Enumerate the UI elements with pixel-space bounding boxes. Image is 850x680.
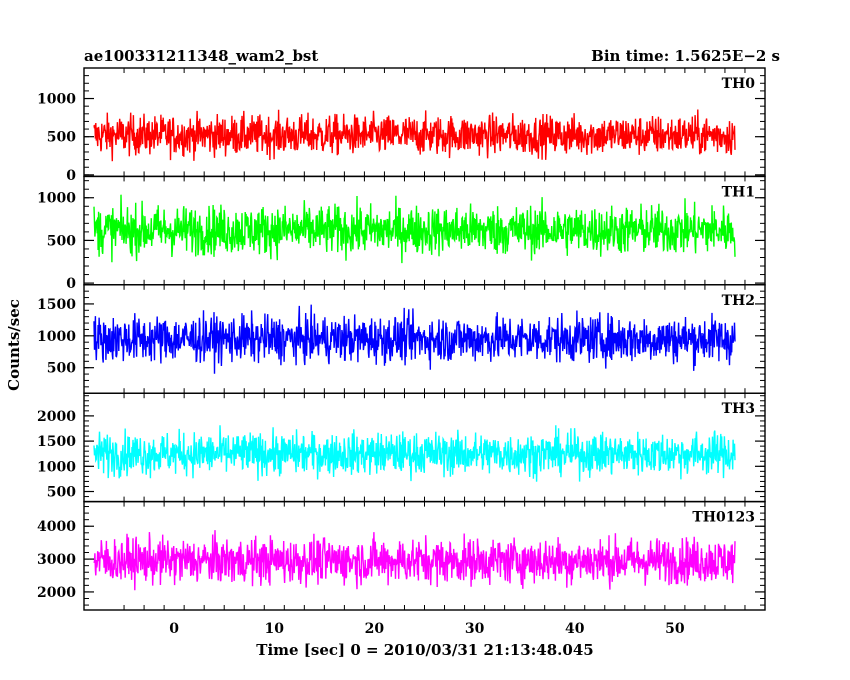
x-tick-label: 20 — [365, 621, 385, 637]
panel-label-th0123: TH0123 — [692, 510, 755, 526]
panel-label-th1: TH1 — [722, 184, 755, 200]
x-tick-label: 30 — [465, 621, 485, 637]
y-tick-label: 0 — [66, 168, 76, 184]
y-tick-label: 1000 — [37, 191, 76, 207]
x-axis: 0 10 20 30 40 50 — [169, 621, 685, 637]
y-tick-label: 1500 — [37, 297, 76, 313]
y-tick-label: 0 — [66, 276, 76, 292]
x-tick-label: 0 — [169, 621, 179, 637]
y-tick-label: 1000 — [37, 92, 76, 108]
y-tick-label: 1500 — [37, 434, 76, 450]
panel-label-th3: TH3 — [722, 401, 755, 417]
panel-th3: 500 1000 1500 2000 TH3 — [37, 392, 766, 503]
y-tick-label: 500 — [47, 233, 76, 249]
y-tick-label: 1000 — [37, 329, 76, 345]
y-tick-label: 3000 — [37, 552, 76, 568]
series-line-th3 — [93, 425, 736, 482]
y-tick-label: 500 — [47, 130, 76, 146]
x-tick-label: 10 — [265, 621, 285, 637]
series-line-th1 — [93, 194, 736, 264]
x-axis-label: Time [sec] 0 = 2010/03/31 21:13:48.045 — [256, 641, 593, 659]
panel-th0123: 2000 3000 4000 TH0123 — [37, 500, 766, 611]
y-axis-label: Counts/sec — [5, 299, 23, 391]
x-tick-label: 40 — [565, 621, 585, 637]
y-tick-label: 2000 — [37, 409, 76, 425]
panel-th1: 0 500 1000 TH1 — [37, 175, 766, 292]
y-tick-label: 1000 — [37, 459, 76, 475]
y-tick-label: 500 — [47, 485, 76, 501]
series-line-th2 — [93, 304, 736, 374]
panel-label-th2: TH2 — [722, 293, 755, 309]
chart-title-left: ae100331211348_wam2_bst — [84, 47, 318, 65]
series-line-th0 — [93, 109, 736, 162]
y-tick-label: 2000 — [37, 585, 76, 601]
panel-th2: 500 1000 1500 TH2 — [37, 284, 766, 394]
series-line-th0123 — [93, 530, 736, 591]
y-tick-label: 500 — [47, 361, 76, 377]
panel-label-th0: TH0 — [722, 76, 756, 92]
x-tick-label: 50 — [665, 621, 685, 637]
panel-th0: 0 500 1000 TH0 — [37, 67, 766, 184]
y-tick-label: 4000 — [37, 519, 76, 535]
panels-group: 0 500 1000 TH0 0 500 1000 TH1 500 1000 1500 TH2 500 1… — [37, 67, 766, 611]
chart-title-right: Bin time: 1.5625E−2 s — [591, 47, 780, 65]
